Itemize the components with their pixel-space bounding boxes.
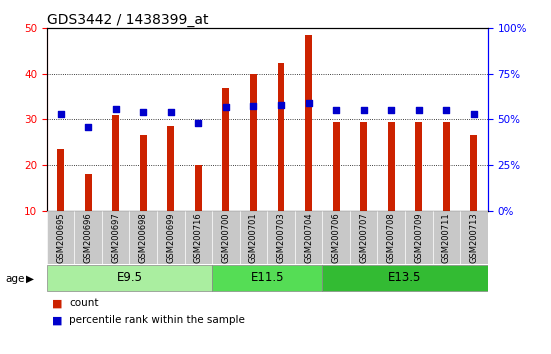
Bar (333, 122, 339, 211)
Bar (360, 122, 367, 211)
Bar (433, 211, 460, 264)
Point (359, 108, 368, 113)
Text: GSM200709: GSM200709 (414, 212, 423, 263)
Text: GSM200716: GSM200716 (194, 212, 203, 263)
Bar (85, 174, 91, 211)
Text: GSM200698: GSM200698 (139, 212, 148, 263)
Text: ■: ■ (52, 298, 63, 308)
Bar (195, 165, 202, 211)
Point (304, 100, 313, 106)
Point (139, 109, 148, 115)
Point (277, 102, 285, 108)
Bar (47, 211, 74, 264)
Text: GSM200696: GSM200696 (84, 212, 93, 263)
Bar (267, 211, 295, 264)
Bar (212, 211, 240, 264)
Bar (322, 211, 350, 264)
Point (194, 120, 203, 126)
Bar (168, 126, 174, 211)
Bar (74, 211, 102, 264)
Bar (102, 211, 129, 264)
Text: age: age (6, 274, 25, 284)
Bar (112, 115, 119, 211)
Bar (388, 122, 395, 211)
Bar (212, 265, 322, 291)
Point (469, 111, 478, 117)
Bar (443, 122, 450, 211)
Point (442, 108, 451, 113)
Text: GSM200713: GSM200713 (469, 212, 478, 263)
Bar (460, 211, 488, 264)
Bar (305, 35, 312, 211)
Text: GSM200701: GSM200701 (249, 212, 258, 263)
Text: GSM200708: GSM200708 (387, 212, 396, 263)
Point (414, 108, 423, 113)
Bar (278, 63, 284, 211)
Text: E9.5: E9.5 (116, 271, 143, 284)
Text: ■: ■ (52, 315, 63, 325)
Point (332, 108, 341, 113)
Bar (57, 149, 64, 211)
Text: GDS3442 / 1438399_at: GDS3442 / 1438399_at (47, 13, 208, 27)
Text: E11.5: E11.5 (251, 271, 284, 284)
Bar (223, 87, 229, 211)
Text: GSM200700: GSM200700 (222, 212, 230, 263)
Text: GSM200707: GSM200707 (359, 212, 368, 263)
Point (222, 104, 230, 109)
Bar (377, 211, 405, 264)
Point (166, 109, 175, 115)
Point (84, 124, 93, 130)
Text: GSM200697: GSM200697 (111, 212, 120, 263)
Text: GSM200706: GSM200706 (332, 212, 341, 263)
Text: count: count (69, 298, 99, 308)
Point (111, 106, 120, 112)
Bar (47, 265, 212, 291)
Text: GSM200699: GSM200699 (166, 212, 175, 263)
Text: GSM200695: GSM200695 (56, 212, 65, 263)
Bar (157, 211, 185, 264)
Bar (295, 211, 322, 264)
Bar (322, 265, 488, 291)
Text: GSM200711: GSM200711 (442, 212, 451, 263)
Bar (140, 136, 147, 211)
Bar (185, 211, 212, 264)
Bar (350, 211, 377, 264)
Text: GSM200704: GSM200704 (304, 212, 313, 263)
Point (249, 103, 258, 109)
Point (56, 111, 65, 117)
Bar (405, 211, 433, 264)
Bar (240, 211, 267, 264)
Text: GSM200703: GSM200703 (277, 212, 285, 263)
Bar (250, 74, 257, 211)
Text: ▶: ▶ (26, 274, 35, 284)
Text: E13.5: E13.5 (388, 271, 422, 284)
Bar (471, 136, 477, 211)
Text: percentile rank within the sample: percentile rank within the sample (69, 315, 245, 325)
Bar (415, 122, 422, 211)
Point (387, 108, 396, 113)
Bar (129, 211, 157, 264)
